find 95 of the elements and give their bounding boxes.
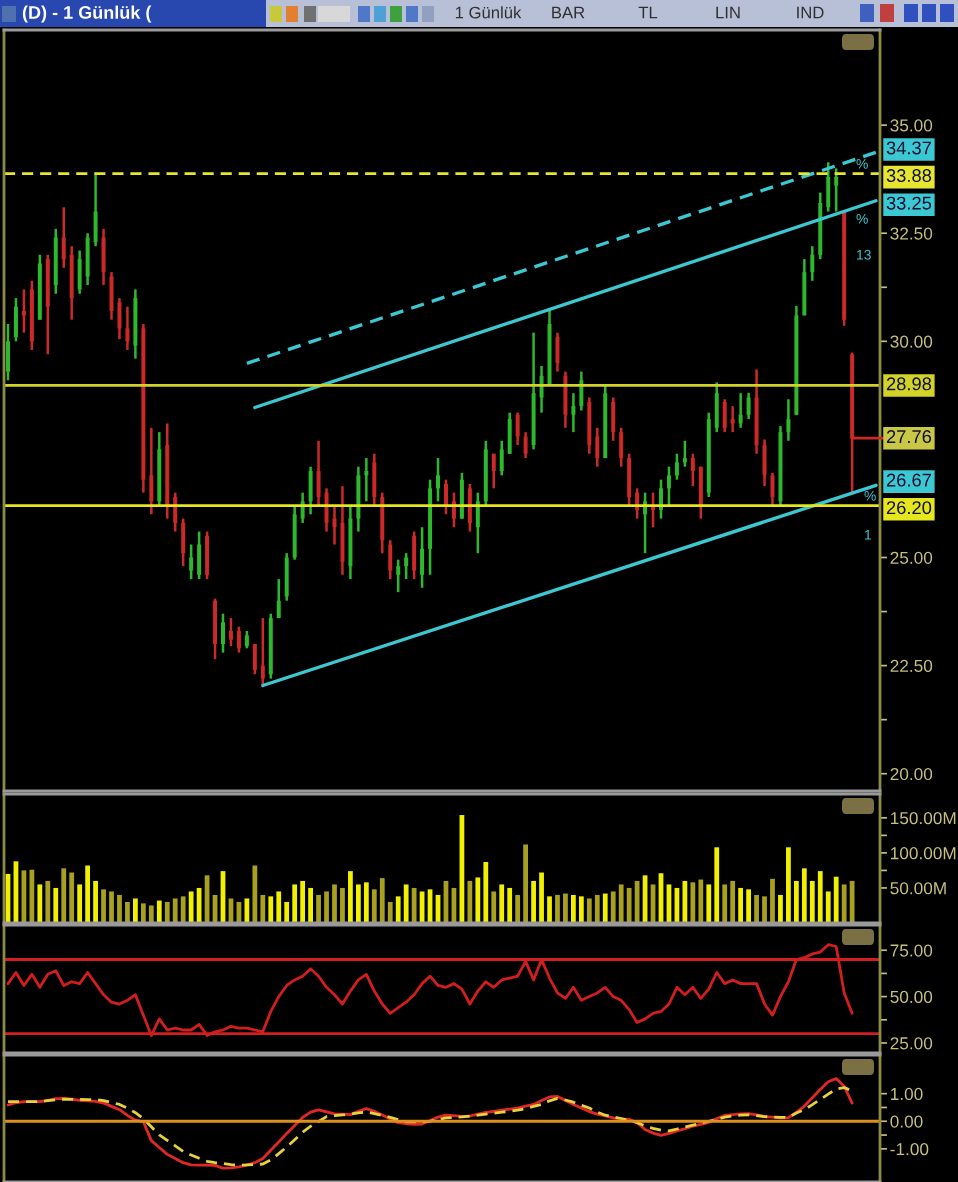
bar bbox=[180, 896, 186, 923]
bar bbox=[164, 901, 170, 923]
y-tick-label: -1.00 bbox=[890, 1143, 929, 1156]
bar bbox=[252, 865, 258, 923]
bar bbox=[467, 880, 473, 923]
bar bbox=[770, 878, 775, 923]
bar bbox=[626, 887, 632, 923]
bar bbox=[292, 884, 298, 923]
data-label: 34.37 bbox=[886, 141, 931, 155]
bar bbox=[722, 884, 728, 923]
bar bbox=[411, 887, 417, 923]
bar bbox=[117, 894, 122, 923]
bar bbox=[61, 868, 67, 923]
bar bbox=[300, 880, 306, 923]
bar bbox=[610, 891, 616, 923]
text: LIN bbox=[716, 6, 740, 19]
bar bbox=[348, 871, 353, 923]
bar bbox=[109, 891, 114, 923]
bar bbox=[29, 869, 35, 923]
bar bbox=[316, 894, 321, 923]
bar bbox=[332, 884, 337, 923]
y-tick-label: 100.00M bbox=[891, 847, 956, 860]
bar bbox=[523, 844, 529, 923]
text: 1 Günlük bbox=[455, 6, 522, 19]
bar bbox=[101, 889, 106, 923]
bar bbox=[188, 891, 194, 923]
bar bbox=[507, 887, 513, 923]
bar bbox=[714, 847, 720, 923]
bar bbox=[586, 898, 592, 923]
bar bbox=[37, 884, 43, 923]
bar bbox=[571, 894, 576, 923]
bar bbox=[403, 884, 409, 923]
bar bbox=[308, 887, 313, 923]
y-tick-label: 35.00 bbox=[890, 119, 933, 132]
bar bbox=[531, 880, 536, 923]
data-label: 26.67 bbox=[886, 473, 931, 487]
bar bbox=[738, 887, 744, 923]
y-tick-label: 20.00 bbox=[890, 767, 933, 781]
bar bbox=[125, 901, 130, 923]
bar bbox=[690, 882, 696, 923]
y-tick-label: 30.00 bbox=[890, 335, 933, 348]
y-tick-label: 32.50 bbox=[890, 227, 933, 240]
text: TL bbox=[638, 6, 658, 19]
bar bbox=[276, 891, 282, 923]
text: IND bbox=[797, 6, 824, 19]
text: 27.76 bbox=[886, 430, 932, 444]
bar bbox=[45, 880, 51, 923]
bar bbox=[363, 882, 369, 923]
bar bbox=[499, 884, 505, 923]
bar bbox=[483, 862, 489, 923]
bar bbox=[555, 894, 560, 923]
bar bbox=[69, 872, 75, 923]
y-tick-label: 50.00 bbox=[890, 990, 933, 1004]
bar bbox=[148, 905, 154, 923]
y-tick-label: 25.00 bbox=[890, 551, 933, 564]
ref-line-label: 26.20 bbox=[886, 501, 932, 515]
y-tick-label: 22.50 bbox=[890, 659, 933, 673]
y-tick-label: 0.00 bbox=[890, 1115, 923, 1128]
bar bbox=[746, 889, 751, 923]
bar bbox=[491, 891, 497, 923]
bar bbox=[324, 891, 329, 923]
bar bbox=[698, 879, 704, 923]
ref-line-label: 28.98 bbox=[886, 377, 932, 391]
bar bbox=[602, 893, 608, 923]
bar bbox=[156, 900, 162, 923]
y-tick-label: 25.00 bbox=[890, 1037, 933, 1050]
bar bbox=[172, 898, 178, 923]
bar bbox=[85, 865, 91, 923]
bar bbox=[754, 894, 759, 923]
y-tick-label: 50.00M bbox=[890, 882, 946, 895]
bar bbox=[268, 896, 274, 923]
bar bbox=[563, 893, 568, 923]
chart-title: (D) - 1 Günlük ( bbox=[22, 5, 152, 23]
y-tick-label: 150.00M bbox=[891, 812, 956, 825]
bar bbox=[379, 878, 385, 923]
bar bbox=[730, 880, 736, 923]
bar bbox=[817, 871, 823, 923]
bar bbox=[340, 887, 345, 923]
bar bbox=[539, 872, 544, 923]
bar bbox=[140, 903, 146, 923]
bar bbox=[841, 884, 847, 923]
ref-line-label: 33.88 bbox=[886, 169, 932, 183]
bar bbox=[786, 847, 791, 923]
bar bbox=[594, 894, 600, 923]
text: BAR bbox=[552, 6, 585, 19]
bar bbox=[578, 896, 584, 923]
y-tick-label: 1.00 bbox=[891, 1087, 923, 1101]
bar bbox=[849, 880, 855, 923]
data-label: 33.25 bbox=[886, 196, 932, 210]
y-tick-label: 75.00 bbox=[890, 944, 933, 957]
bar bbox=[618, 884, 624, 923]
bar bbox=[801, 868, 807, 923]
bar bbox=[133, 898, 138, 923]
bar bbox=[833, 876, 839, 923]
bar bbox=[53, 887, 59, 923]
